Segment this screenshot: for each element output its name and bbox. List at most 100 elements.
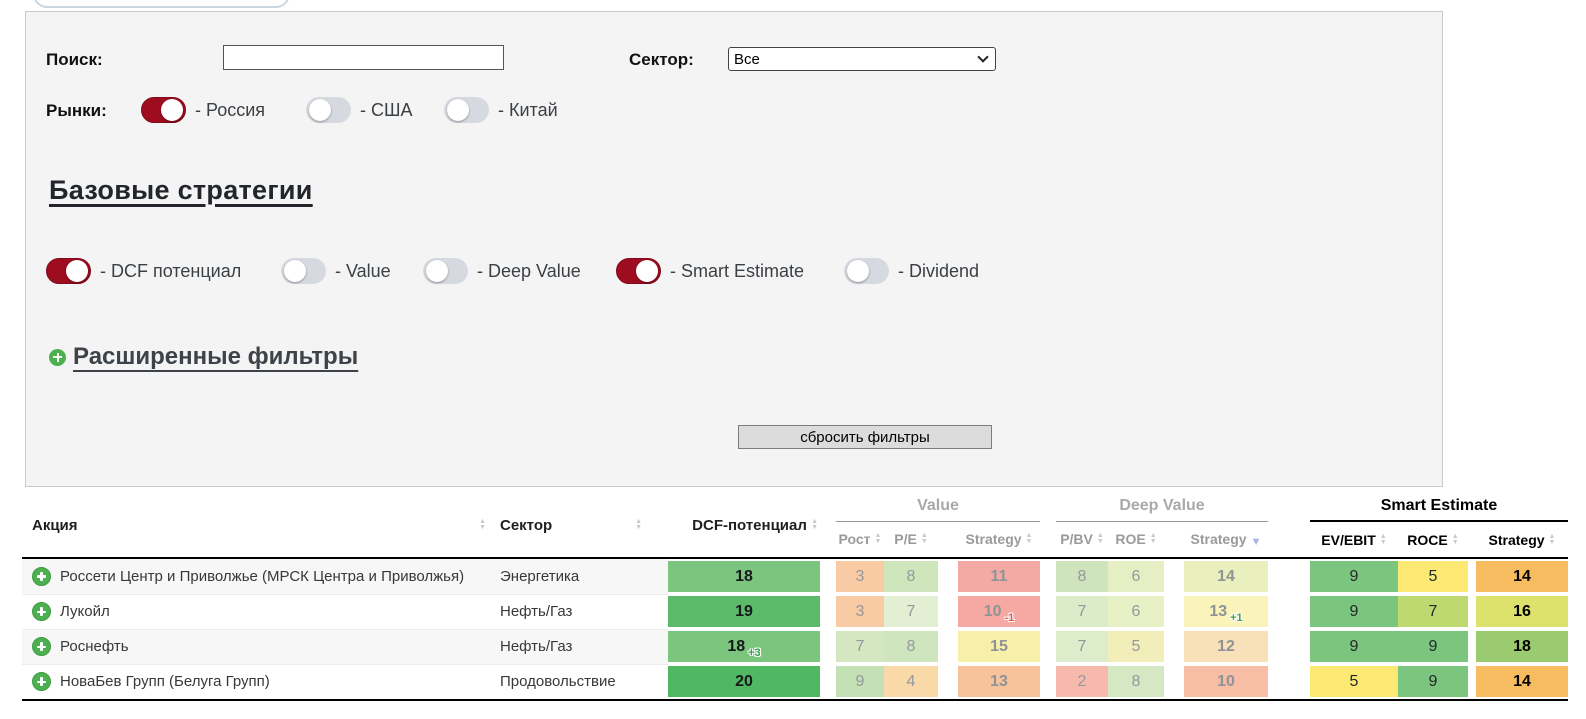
pbv-cell: 7 — [1056, 596, 1108, 627]
table-row: НоваБев Групп (Белуга Групп) Продовольст… — [22, 664, 1568, 701]
rost-cell: 3 — [836, 561, 884, 592]
search-input[interactable] — [223, 45, 504, 70]
sort-desc-icon[interactable]: ▼ — [1250, 536, 1262, 549]
base-strategies-heading: Базовые стратегии — [49, 175, 313, 205]
strategy-label-value: - Value — [335, 260, 391, 281]
sort-icon-rost[interactable]: ▲ ▼ — [874, 532, 882, 546]
col-header-sector[interactable]: Сектор ▲ ▼ — [490, 493, 668, 559]
sort-icon-smart-strategy[interactable]: ▲ ▼ — [1548, 532, 1556, 546]
col-header-dcf[interactable]: DCF-потенциал ▲ ▼ — [668, 493, 820, 559]
col-header-roe[interactable]: ROE ▲ ▼ — [1108, 521, 1164, 559]
strategy-label-deep-value: - Deep Value — [477, 260, 581, 281]
roe-cell: 5 — [1108, 631, 1164, 662]
toggle-deep-value[interactable] — [423, 258, 468, 284]
toggle-knob — [66, 260, 88, 282]
strategy-toggle-value: - Value — [281, 257, 391, 285]
plus-circle-icon — [49, 348, 66, 366]
value-strategy-cell: 11 — [958, 561, 1040, 592]
sector-label: Сектор: — [629, 50, 694, 69]
col-header-pbv[interactable]: P/BV ▲ ▼ — [1056, 521, 1108, 559]
toggle-knob — [309, 99, 331, 121]
expand-row-icon[interactable] — [32, 672, 51, 692]
stock-name: Лукойл — [60, 603, 110, 620]
col-header-rost[interactable]: Рост ▲ ▼ — [836, 521, 884, 559]
group-header-value: Value — [836, 493, 1040, 522]
filter-panel: Поиск: Сектор: Все Рынки: - Россия - США… — [25, 11, 1443, 487]
toggle-usa[interactable] — [306, 97, 351, 123]
smart-strategy-cell: 14 — [1476, 561, 1568, 592]
toggle-knob — [447, 99, 469, 121]
toggle-knob — [284, 260, 306, 282]
col-header-stock[interactable]: Акция ▲ ▼ — [22, 493, 490, 559]
col-header-pe[interactable]: P/E ▲ ▼ — [884, 521, 938, 559]
sort-icon-stock[interactable]: ▲ ▼ — [479, 518, 486, 531]
sort-icon-value-strategy[interactable]: ▲ ▼ — [1025, 532, 1033, 546]
col-header-value-strategy[interactable]: Strategy ▲ ▼ — [958, 521, 1040, 559]
pbv-cell: 7 — [1056, 631, 1108, 662]
sort-icon-sector[interactable]: ▲ ▼ — [635, 518, 642, 531]
sector-select-wrap: Все — [728, 47, 996, 71]
roce-cell: 7 — [1398, 596, 1468, 627]
expand-row-icon[interactable] — [32, 637, 51, 656]
col-header-ev-ebit[interactable]: EV/EBIT ▲ ▼ — [1310, 521, 1398, 559]
toggle-knob — [161, 99, 183, 121]
search-label: Поиск: — [46, 50, 103, 69]
toggle-dcf[interactable] — [46, 258, 91, 284]
toggle-dividend[interactable] — [844, 258, 889, 284]
table-row: Лукойл Нефть/Газ 19 3 7 10 -1 7 6 13 +1 9 … — [22, 594, 1568, 630]
top-tab-partial[interactable] — [33, 0, 290, 8]
deep-value-strategy-cell: 14 — [1184, 561, 1268, 592]
stock-sector: Продовольствие — [490, 664, 668, 701]
strategy-label-dividend: - Dividend — [898, 260, 980, 281]
market-label-china: - Китай — [498, 99, 558, 120]
roce-cell: 9 — [1398, 631, 1468, 662]
sort-icon-pbv[interactable]: ▲ ▼ — [1096, 532, 1104, 546]
sort-icon-pe[interactable]: ▲ ▼ — [920, 532, 928, 546]
reset-filters-button[interactable]: сбросить фильтры — [738, 425, 992, 449]
market-label-usa: - США — [360, 99, 413, 120]
toggle-value[interactable] — [281, 258, 326, 284]
sort-icon-roe[interactable]: ▲ ▼ — [1149, 532, 1157, 546]
strategy-toggle-smart-estimate: - Smart Estimate — [616, 257, 804, 285]
toggle-knob — [636, 260, 658, 282]
strategy-label-dcf: - DCF потенциал — [100, 260, 242, 281]
strategy-toggle-dividend: - Dividend — [844, 257, 979, 285]
smart-strategy-cell: 18 — [1476, 631, 1568, 662]
smart-strategy-cell: 16 — [1476, 596, 1568, 627]
rost-cell: 7 — [836, 631, 884, 662]
ev-ebit-cell: 9 — [1310, 561, 1398, 592]
score-delta: -1 — [1004, 611, 1015, 624]
value-strategy-cell: 10 -1 — [958, 596, 1040, 627]
col-header-roce[interactable]: ROCE ▲ ▼ — [1398, 521, 1468, 559]
group-header-smart-estimate: Smart Estimate — [1310, 493, 1568, 522]
sector-select[interactable]: Все — [728, 47, 996, 71]
col-header-deep-value-strategy[interactable]: Strategy ▼ — [1184, 521, 1268, 559]
value-strategy-cell: 15 — [958, 631, 1040, 662]
toggle-china[interactable] — [444, 97, 489, 123]
col-header-smart-strategy[interactable]: Strategy ▲ ▼ — [1476, 521, 1568, 559]
toggle-russia[interactable] — [141, 97, 186, 123]
deep-value-strategy-cell: 12 — [1184, 631, 1268, 662]
expand-row-icon[interactable] — [32, 566, 51, 586]
table-row: Россети Центр и Приволжье (МРСК Центра и… — [22, 558, 1568, 595]
rost-cell: 9 — [836, 666, 884, 697]
sort-icon-ev-ebit[interactable]: ▲ ▼ — [1379, 532, 1387, 546]
dcf-cell: 18 — [668, 561, 820, 592]
pbv-cell: 8 — [1056, 561, 1108, 592]
pe-cell: 8 — [884, 631, 938, 662]
toggle-smart-estimate[interactable] — [616, 258, 661, 284]
toggle-knob — [847, 260, 869, 282]
expand-row-icon[interactable] — [32, 602, 51, 621]
stock-name: НоваБев Групп (Белуга Групп) — [60, 673, 270, 691]
stock-sector: Нефть/Газ — [490, 594, 668, 630]
pe-cell: 8 — [884, 561, 938, 592]
pe-cell: 4 — [884, 666, 938, 697]
dcf-cell: 19 — [668, 596, 820, 627]
group-header-deep-value: Deep Value — [1056, 493, 1268, 522]
table-row: Роснефть Нефть/Газ 18 +3 7 8 15 7 5 12 9 … — [22, 629, 1568, 665]
sort-icon-roce[interactable]: ▲ ▼ — [1451, 532, 1459, 546]
dcf-cell: 18 +3 — [668, 631, 820, 662]
roe-cell: 8 — [1108, 666, 1164, 697]
advanced-filters-link[interactable]: Расширенные фильтры — [49, 343, 358, 371]
sort-icon-dcf[interactable]: ▲ ▼ — [811, 518, 818, 531]
